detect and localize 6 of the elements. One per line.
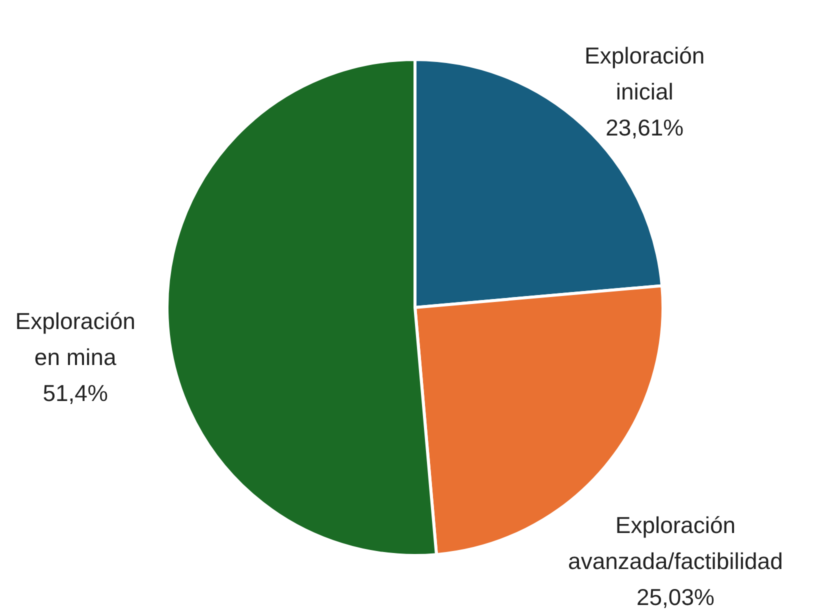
data-label: 23,61% <box>606 114 684 141</box>
slice-label: Exploración avanzada/factibilidad <box>568 512 783 574</box>
data-label: 25,03% <box>636 584 714 610</box>
data-label: 51,4% <box>42 380 108 406</box>
slice-label: Exploración inicial <box>584 42 705 105</box>
slice-label: Exploración en mina <box>15 308 136 370</box>
